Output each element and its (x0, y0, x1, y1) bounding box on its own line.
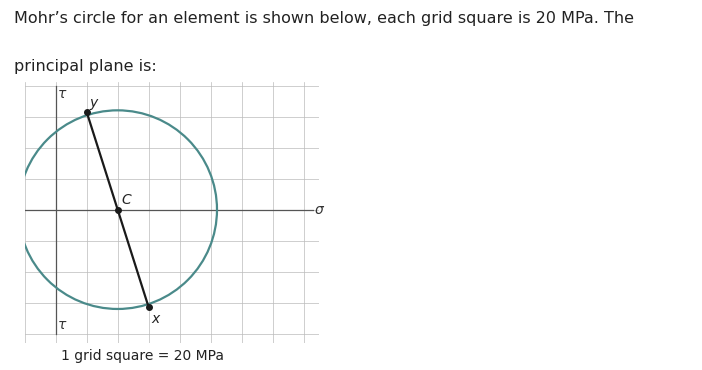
Text: principal plane is:: principal plane is: (14, 59, 157, 74)
Text: τ: τ (58, 87, 67, 101)
Text: C: C (121, 192, 131, 206)
Text: y: y (89, 96, 98, 110)
Text: 1 grid square = 20 MPa: 1 grid square = 20 MPa (61, 349, 224, 363)
Text: σ: σ (314, 203, 324, 217)
Text: x: x (151, 312, 159, 326)
Text: τ: τ (58, 318, 67, 332)
Text: Mohr’s circle for an element is shown below, each grid square is 20 MPa. The: Mohr’s circle for an element is shown be… (14, 11, 634, 26)
